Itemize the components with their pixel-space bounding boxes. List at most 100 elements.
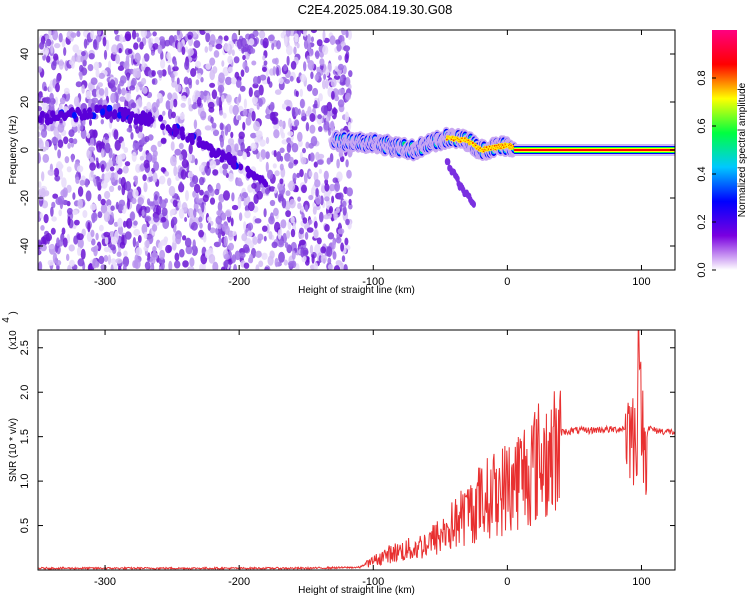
noise-cell [215,38,223,45]
noise-cell [171,111,176,119]
noise-cell [154,194,158,201]
trace-cell [75,106,81,114]
noise-cell [200,76,204,83]
noise-cell [266,223,270,234]
noise-cell [242,121,246,131]
noise-cell [320,254,327,264]
noise-cell [217,201,223,212]
noise-cell [207,101,215,109]
noise-cell [261,187,266,194]
noise-cell [308,194,314,201]
noise-cell [291,107,296,118]
noise-cell [336,206,340,213]
noise-cell [296,172,301,178]
noise-cell [270,111,276,122]
noise-cell [98,255,105,265]
noise-cell [259,74,267,81]
noise-cell [103,231,111,238]
noise-cell [52,60,57,66]
noise-cell [346,169,352,179]
noise-cell [252,83,259,89]
noise-cell [50,227,56,235]
noise-cell [207,216,212,222]
trace-cell [246,171,252,179]
noise-cell [251,182,257,189]
noise-cell [82,59,87,67]
noise-cell [157,44,163,54]
noise-cell [204,46,209,53]
noise-cell [323,170,329,181]
noise-cell [38,152,41,164]
trace-cell [238,163,244,171]
noise-cell [273,150,277,158]
noise-cell [136,37,141,43]
noise-cell [90,169,94,178]
noise-cell [262,37,269,49]
noise-cell [67,216,71,226]
noise-cell [304,204,308,211]
noise-cell [226,123,232,133]
noise-cell [39,212,44,219]
noise-cell [154,36,160,45]
noise-cell [77,186,84,197]
noise-cell [69,59,73,65]
noise-cell [124,31,132,41]
noise-cell [113,129,119,140]
noise-cell [144,261,151,270]
noise-cell [104,133,109,140]
y-tick-label: 1.0 [19,473,31,488]
noise-cell [91,238,96,246]
noise-cell [52,193,59,199]
trace-cell [46,117,52,125]
noise-cell [93,129,98,139]
y-tick-label: -20 [19,190,31,206]
noise-cell [236,181,244,187]
noise-cell [66,207,73,215]
noise-cell [292,221,296,231]
noise-cell [50,125,54,132]
colorbar: 0.0 0.2 0.4 0.6 0.8 Normalized spectral ampli… [696,30,748,278]
noise-cell [143,159,150,169]
noise-cell [139,41,144,50]
noise-cell [305,122,310,132]
noise-cell [241,191,248,199]
noise-cell [254,218,262,224]
noise-cell [152,172,158,183]
noise-cell [42,102,49,112]
noise-cell [218,72,225,84]
noise-cell [120,176,127,188]
noise-cell [223,190,230,201]
noise-cell [217,231,222,239]
noise-cell [294,119,300,127]
noise-cell [348,70,353,78]
noise-cell [274,89,282,95]
noise-cell [100,119,105,125]
noise-cell [306,256,310,263]
noise-cell [267,169,274,180]
noise-cell [255,264,260,270]
noise-cell [73,96,80,107]
y-tick-label: 0.5 [19,518,31,533]
colorbar-tick-label: 0.4 [696,166,708,181]
noise-cell [115,154,123,165]
trace-cell [206,143,211,151]
noise-cell [222,168,228,176]
noise-cell [190,221,198,231]
noise-cell [309,124,316,134]
noise-cell [239,85,246,92]
noise-cell [79,71,83,81]
noise-cell [130,132,134,140]
x-tick-label: -300 [94,576,116,588]
noise-cell [216,210,221,216]
noise-cell [268,186,276,192]
noise-cell [320,246,327,254]
noise-cell [103,211,110,223]
noise-cell [170,141,175,151]
noise-cell [302,217,308,224]
noise-cell [309,113,316,122]
noise-cell [54,96,59,106]
trace-cell [38,116,43,124]
noise-cell [148,38,152,49]
noise-cell [40,225,45,231]
trace-cell [174,127,180,135]
